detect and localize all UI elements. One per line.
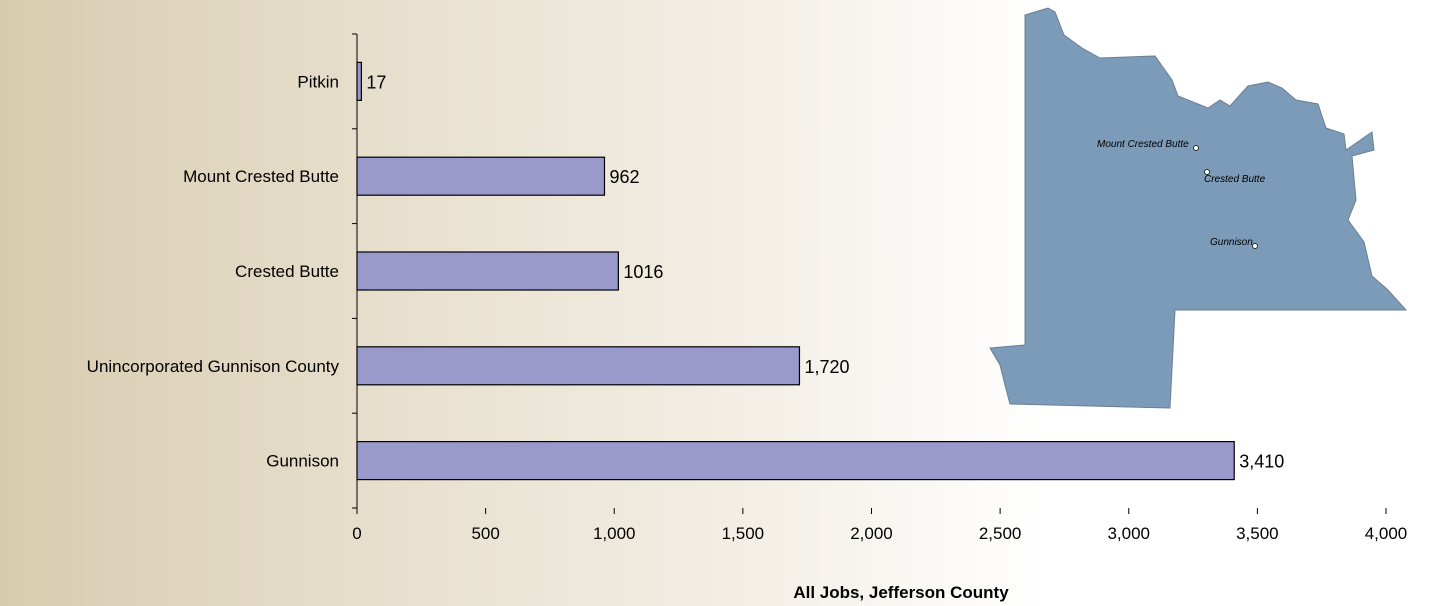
bar-plot: Pitkin 17 Mount Crested Butte 962 Crested Bu…	[87, 33, 1408, 602]
data-label-unincorporated-gunnison-county: 1,720	[804, 357, 849, 377]
x-axis-title: All Jobs, Jefferson County	[793, 583, 1009, 602]
bar-gunnison	[356, 441, 1235, 481]
bar-unincorporated-gunnison-county	[356, 346, 801, 386]
data-label-pitkin: 17	[366, 72, 386, 92]
map-marker-gunnison	[1252, 243, 1258, 249]
category-label-crested-butte: Crested Butte	[235, 262, 339, 281]
x-tick-label: 500	[471, 524, 499, 543]
map-label-gunnison: Gunnison	[1210, 237, 1253, 248]
data-label-crested-butte: 1016	[623, 262, 663, 282]
data-label-gunnison: 3,410	[1239, 452, 1284, 472]
x-tick-label: 1,500	[722, 524, 765, 543]
county-map: Mount Crested Butte Crested Butte Gunnis…	[989, 7, 1408, 409]
x-tick-label: 0	[352, 524, 361, 543]
bar-mount-crested-butte	[356, 156, 606, 196]
x-tick-label: 4,000	[1365, 524, 1408, 543]
x-tick-label: 3,500	[1236, 524, 1279, 543]
category-label-pitkin: Pitkin	[297, 72, 339, 91]
map-label-mount-crested-butte: Mount Crested Butte	[1097, 139, 1189, 150]
x-tick-label: 1,000	[593, 524, 636, 543]
category-label-unincorporated-gunnison-county: Unincorporated Gunnison County	[87, 357, 340, 376]
map-marker-mount-crested-butte	[1193, 145, 1199, 151]
category-label-mount-crested-butte: Mount Crested Butte	[183, 167, 339, 186]
bar-crested-butte	[356, 251, 619, 291]
x-tick-label: 3,000	[1107, 524, 1150, 543]
bar-pitkin	[356, 61, 362, 102]
map-marker-crested-butte	[1204, 169, 1210, 175]
x-tick-label: 2,000	[850, 524, 893, 543]
category-label-gunnison: Gunnison	[266, 452, 339, 471]
x-tick-label: 2,500	[979, 524, 1022, 543]
map-label-crested-butte: Crested Butte	[1204, 174, 1266, 185]
data-label-mount-crested-butte: 962	[609, 167, 639, 187]
county-map-shape	[989, 7, 1408, 409]
